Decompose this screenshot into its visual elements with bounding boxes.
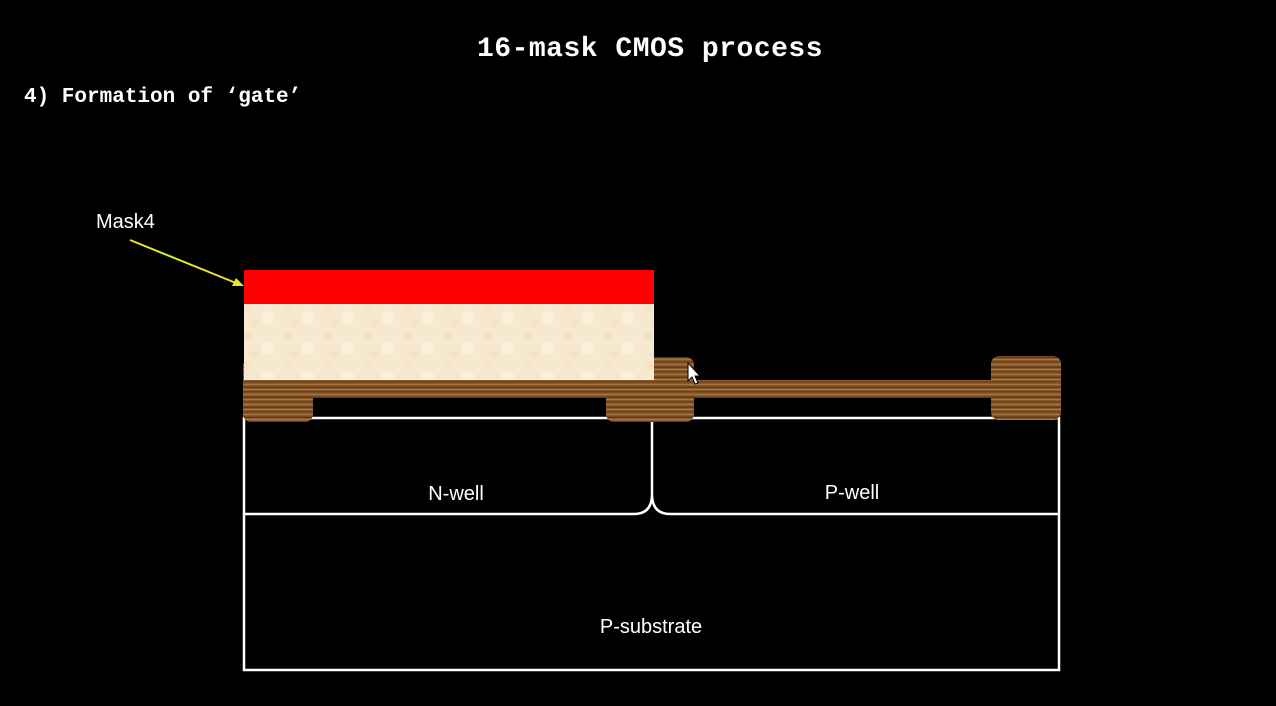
n-well-label: N-well — [428, 483, 484, 505]
mask4-label: Mask4 — [96, 211, 155, 233]
mouse-cursor-icon — [687, 361, 702, 385]
step-heading: 4) Formation of ‘gate’ — [24, 86, 302, 109]
mask-pointer-line — [129, 239, 237, 284]
slide-title: 16-mask CMOS process — [476, 34, 824, 65]
photoresist-layer — [244, 304, 654, 380]
field-oxide-right — [991, 356, 1061, 420]
p-substrate-label: P-substrate — [600, 616, 702, 638]
mask4-layer — [244, 270, 654, 304]
mask-pointer-arrowhead — [232, 278, 244, 286]
p-well-label: P-well — [825, 482, 879, 504]
well-boundary — [244, 418, 1059, 516]
